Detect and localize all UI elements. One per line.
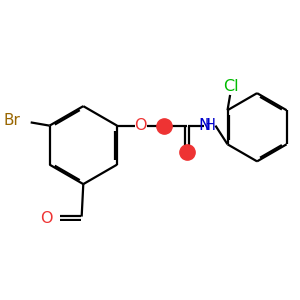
Text: O: O <box>134 118 147 133</box>
Text: O: O <box>40 211 52 226</box>
Text: N: N <box>198 118 211 133</box>
Text: Br: Br <box>3 113 20 128</box>
Text: Cl: Cl <box>223 79 239 94</box>
Text: H: H <box>205 118 215 133</box>
